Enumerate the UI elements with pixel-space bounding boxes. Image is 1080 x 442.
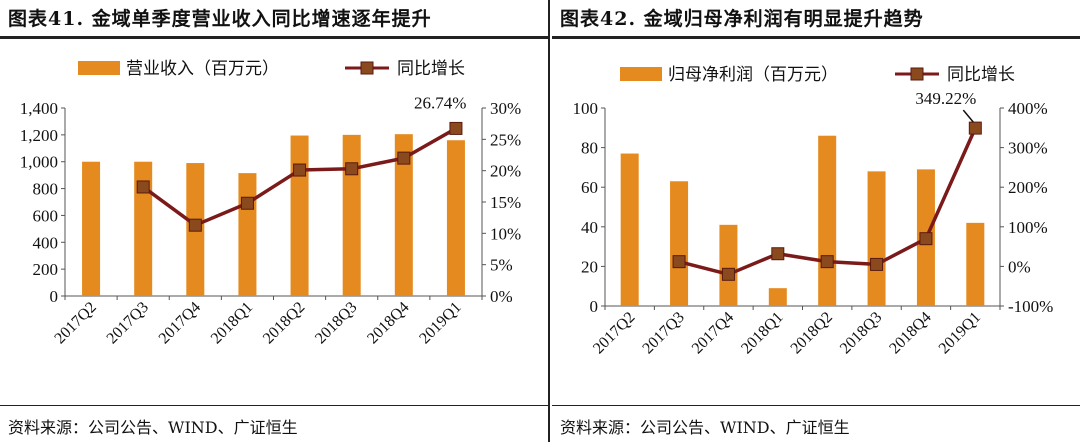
line-point-marker (397, 151, 411, 165)
line-point-marker (919, 232, 933, 246)
legend-bar-swatch (78, 61, 120, 75)
legend-line-label: 同比增长 (947, 65, 1015, 84)
line-point-marker (449, 121, 463, 135)
right-tick-label: 200% (1008, 178, 1048, 197)
left-tick-label: 1,400 (20, 99, 58, 118)
right-tick-label: 300% (1008, 139, 1048, 158)
profit-chart: 归母净利润（百万元） 同比增长 0 20 40 60 80 100 -100% 0% 100% 200… (573, 65, 1054, 357)
bar (768, 288, 787, 306)
line-point-marker (672, 255, 686, 269)
line-point-marker (721, 267, 735, 281)
legend-line-marker (360, 61, 374, 75)
right-tick-label: 5% (490, 256, 513, 275)
line-point-marker (968, 121, 982, 135)
legend-line-label: 同比增长 (397, 59, 465, 78)
source-note: 资料来源：公司公告、WIND、广证恒生 (8, 418, 298, 437)
line-point-marker (136, 180, 150, 194)
right-tick-label: 10% (490, 224, 521, 243)
legend-bar-swatch (620, 67, 662, 81)
chart-panel-profit: 图表42. 金域归母净利润有明显提升趋势 归母净利润（百万元） 同比增长 0 20 40… (552, 0, 1080, 442)
line-point-marker (293, 163, 307, 177)
left-tick-label: 0 (590, 297, 599, 316)
right-tick-label: 0% (490, 287, 513, 306)
x-tick-label: 2017Q2 (590, 309, 638, 357)
bar (342, 134, 361, 296)
bar (290, 135, 309, 296)
x-tick-label: 2018Q4 (364, 299, 412, 347)
right-tick-label: 100% (1008, 218, 1048, 237)
x-tick-label: 2018Q2 (788, 309, 836, 357)
left-tick-label: 40 (581, 218, 598, 237)
x-tick-label: 2017Q4 (689, 309, 737, 357)
right-tick-label: 400% (1008, 99, 1048, 118)
line-point-marker (771, 247, 785, 261)
x-tick-label: 2019Q1 (416, 299, 464, 347)
x-tick-label: 2018Q3 (312, 299, 360, 347)
source-note: 资料来源：公司公告、WIND、广证恒生 (560, 418, 850, 437)
legend-line-marker (910, 67, 924, 81)
x-tick-label: 2018Q4 (886, 309, 934, 357)
bar (620, 153, 639, 306)
left-tick-label: 80 (581, 139, 598, 158)
bar (238, 173, 257, 296)
source-rule (552, 405, 1080, 406)
bar (394, 134, 413, 296)
left-tick-label: 800 (33, 180, 59, 199)
title-rule (552, 36, 1080, 39)
x-tick-label: 2017Q3 (104, 299, 152, 347)
left-tick-label: 400 (33, 233, 59, 252)
panel-divider (548, 0, 550, 442)
left-tick-label: 0 (50, 287, 59, 306)
annotation-label: 349.22% (915, 89, 976, 108)
left-tick-label: 600 (33, 206, 59, 225)
left-tick-label: 1,000 (20, 153, 58, 172)
line-point-marker (345, 162, 359, 176)
right-tick-label: 30% (490, 99, 521, 118)
right-tick-label: 25% (490, 130, 521, 149)
x-tick-label: 2017Q2 (51, 299, 99, 347)
right-tick-label: -100% (1008, 297, 1053, 316)
bar (82, 161, 101, 296)
left-tick-label: 20 (581, 257, 598, 276)
source-rule (0, 405, 548, 406)
bar (446, 140, 465, 296)
chart-title: 图表41. 金域单季度营业收入同比增速逐年提升 (8, 8, 432, 30)
bar (134, 161, 153, 296)
legend-bar-label: 归母净利润（百万元） (668, 65, 838, 84)
line-point-marker (240, 196, 254, 210)
bar (719, 224, 738, 306)
title-rule (0, 36, 548, 39)
bar (867, 171, 886, 306)
x-tick-label: 2019Q1 (936, 309, 984, 357)
revenue-chart: 营业收入（百万元） 同比增长 0 200 400 600 800 1,000 1,200 1,40… (20, 59, 521, 347)
x-tick-label: 2017Q3 (639, 309, 687, 357)
bar (966, 222, 985, 306)
line-point-marker (188, 218, 202, 232)
bar (670, 181, 689, 306)
chart-title: 图表42. 金域归母净利润有明显提升趋势 (560, 8, 924, 30)
x-tick-label: 2018Q2 (260, 299, 308, 347)
x-tick-label: 2018Q3 (837, 309, 885, 357)
chart-panel-revenue: 图表41. 金域单季度营业收入同比增速逐年提升 营业收入（百万元） 同比增长 0 20… (0, 8, 548, 437)
left-tick-label: 1,200 (20, 126, 58, 145)
annotation-leader (962, 109, 974, 123)
right-tick-label: 0% (1008, 257, 1031, 276)
right-tick-label: 15% (490, 193, 521, 212)
bar (818, 135, 837, 306)
x-tick-label: 2018Q1 (208, 299, 256, 347)
x-tick-label: 2017Q4 (156, 299, 204, 347)
left-tick-label: 200 (33, 260, 59, 279)
legend-bar-label: 营业收入（百万元） (126, 59, 279, 78)
right-tick-label: 20% (490, 162, 521, 181)
annotation-label: 26.74% (414, 93, 466, 112)
line-point-marker (820, 255, 834, 269)
left-tick-label: 100 (573, 99, 599, 118)
left-tick-label: 60 (581, 178, 598, 197)
line-point-marker (870, 257, 884, 271)
x-tick-label: 2018Q1 (738, 309, 786, 357)
